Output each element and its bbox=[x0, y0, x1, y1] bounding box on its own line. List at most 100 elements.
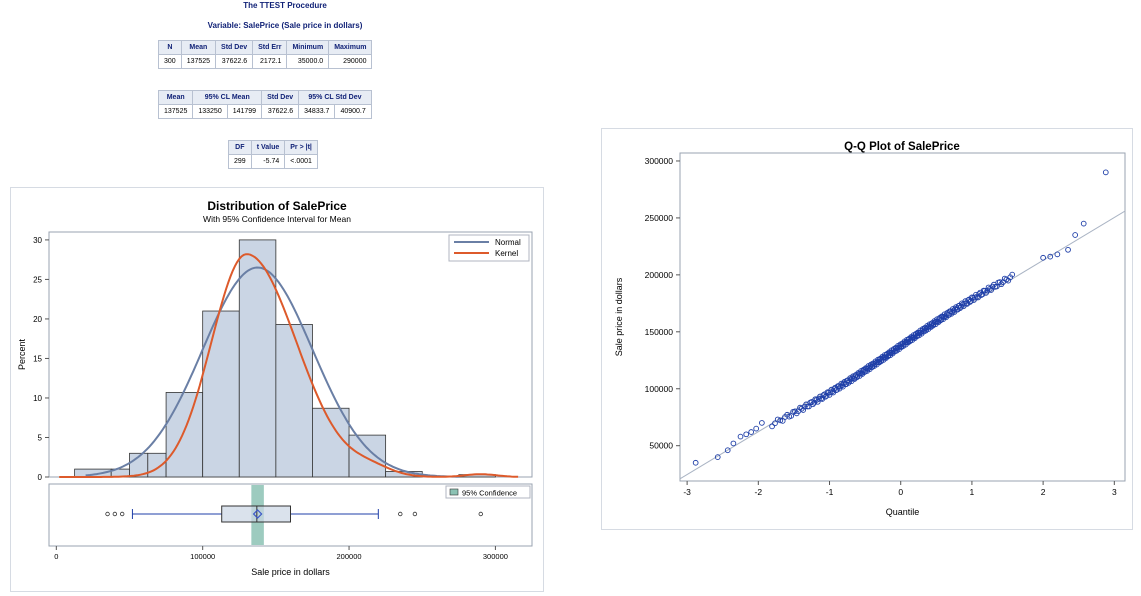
outlier-point bbox=[105, 511, 110, 517]
x-axis-label: Quantile bbox=[886, 507, 920, 517]
qq-point bbox=[1009, 271, 1016, 278]
histogram-legend: Normal Kernel bbox=[448, 234, 530, 262]
legend-label: Normal bbox=[495, 238, 521, 247]
qq-point bbox=[800, 407, 807, 413]
t-test-table: DF t Value Pr > |t| 299 -5.74 <.0001 bbox=[228, 140, 318, 169]
qq-point bbox=[1040, 254, 1046, 261]
confidence-legend-label: 95% Confidence bbox=[462, 489, 517, 498]
histogram-bar bbox=[202, 310, 240, 478]
qq-point bbox=[769, 423, 775, 430]
table-cell: 137525 bbox=[180, 54, 217, 69]
x-tick-label: -1 bbox=[826, 487, 834, 497]
qq-plot-area bbox=[679, 152, 1126, 482]
qq-point bbox=[692, 459, 699, 466]
qq-point bbox=[753, 425, 760, 432]
y-tick-label: 30 bbox=[33, 236, 42, 245]
qq-point bbox=[988, 287, 995, 293]
qq-point bbox=[777, 417, 784, 424]
chart-subtitle: With 95% Confidence Interval for Mean bbox=[203, 214, 351, 224]
qq-point bbox=[949, 309, 955, 315]
histogram-bar bbox=[348, 434, 387, 478]
qq-point bbox=[1080, 220, 1087, 227]
chart-title: Distribution of SalePrice bbox=[207, 199, 347, 213]
table-header: Mean bbox=[157, 90, 194, 105]
qq-point bbox=[748, 429, 755, 435]
table-cell: 299 bbox=[228, 154, 252, 169]
qq-point bbox=[1047, 253, 1054, 260]
confidence-legend-box bbox=[445, 485, 531, 499]
qq-point bbox=[810, 401, 816, 408]
qq-point bbox=[978, 292, 985, 298]
qq-point bbox=[714, 454, 721, 460]
x-tick-label: 1 bbox=[970, 487, 975, 497]
qq-point bbox=[743, 431, 750, 438]
table-header: Minimum bbox=[286, 40, 330, 55]
qq-point bbox=[1072, 232, 1079, 238]
y-tick-label: 20 bbox=[33, 315, 42, 324]
table-cell: 2172.1 bbox=[252, 54, 288, 69]
table-header: t Value bbox=[250, 140, 286, 155]
y-tick-label: 300000 bbox=[645, 156, 674, 166]
legend-box bbox=[448, 234, 530, 262]
table-cell: <.0001 bbox=[284, 154, 318, 169]
qq-point bbox=[1054, 251, 1061, 258]
qq-point bbox=[772, 420, 778, 427]
y-tick-label: 5 bbox=[38, 433, 43, 442]
histogram-bar bbox=[147, 452, 167, 478]
outlier-point bbox=[112, 511, 118, 517]
outlier-point bbox=[478, 511, 483, 517]
y-tick-label: 150000 bbox=[645, 327, 674, 337]
y-tick-label: 50000 bbox=[649, 441, 673, 451]
table-header: DF bbox=[228, 140, 252, 155]
x-tick-label: -3 bbox=[683, 487, 691, 497]
x-tick-label: 0 bbox=[898, 487, 903, 497]
qq-point bbox=[1065, 246, 1071, 253]
table-cell: 137525 bbox=[157, 104, 194, 119]
qq-point bbox=[774, 416, 781, 423]
outlier-point bbox=[398, 511, 403, 517]
histogram-bar bbox=[275, 324, 313, 478]
qq-point bbox=[737, 433, 744, 440]
x-tick-label: -2 bbox=[755, 487, 763, 497]
x-tick-label: 300000 bbox=[483, 552, 508, 561]
table-cell: 37622.6 bbox=[261, 104, 300, 119]
table-header: Mean bbox=[180, 40, 217, 55]
x-tick-label: 0 bbox=[54, 552, 58, 561]
outlier-point bbox=[119, 511, 125, 517]
table-header: 95% CL Std Dev bbox=[298, 90, 372, 105]
table-header: Maximum bbox=[328, 40, 373, 55]
distribution-panel: Distribution of SalePrice With 95% Confid… bbox=[10, 187, 544, 592]
qq-point bbox=[759, 420, 765, 426]
qq-point bbox=[971, 297, 977, 303]
table-cell: 40900.7 bbox=[334, 104, 372, 119]
table-cell: 300 bbox=[158, 54, 182, 69]
variable-title: Variable: SalePrice (Sale price in dolla… bbox=[207, 21, 363, 30]
table-header: 95% CL Mean bbox=[192, 90, 263, 105]
qq-plot-chart: Q-Q Plot of SalePrice5000010000015000020… bbox=[614, 141, 1126, 517]
qq-point bbox=[1102, 169, 1109, 176]
table-cell: 37622.6 bbox=[215, 54, 254, 69]
legend-label: Kernel bbox=[495, 249, 518, 258]
confidence-legend: 95% Confidence bbox=[445, 485, 531, 499]
mean-marker bbox=[252, 509, 263, 519]
table-header: Std Err bbox=[252, 40, 288, 55]
histogram-bar bbox=[238, 239, 277, 478]
table-cell: 35000.0 bbox=[286, 54, 330, 69]
x-tick-label: 200000 bbox=[337, 552, 362, 561]
table-header: Std Dev bbox=[215, 40, 254, 55]
normal-curve bbox=[85, 266, 459, 478]
confidence-legend-swatch bbox=[449, 488, 459, 496]
y-tick-label: 15 bbox=[33, 354, 42, 363]
x-axis-label: Sale price in dollars bbox=[251, 567, 330, 577]
table-header: Pr > |t| bbox=[284, 140, 318, 155]
qq-point bbox=[837, 383, 844, 390]
x-tick-label: 3 bbox=[1112, 487, 1117, 497]
statistics-table: N Mean Std Dev Std Err Minimum Maximum 300 1375… bbox=[158, 40, 373, 69]
histogram-bar bbox=[312, 407, 350, 478]
y-tick-label: 250000 bbox=[645, 213, 674, 223]
qq-panel: Q-Q Plot of SalePrice 50000 100000 150000 20… bbox=[601, 128, 1133, 530]
y-axis-label: Percent bbox=[17, 338, 27, 370]
confidence-limits-table: Mean 95% CL Mean Std Dev 95% CL Std Dev 1375… bbox=[157, 90, 372, 119]
y-tick-label: 200000 bbox=[645, 270, 674, 280]
